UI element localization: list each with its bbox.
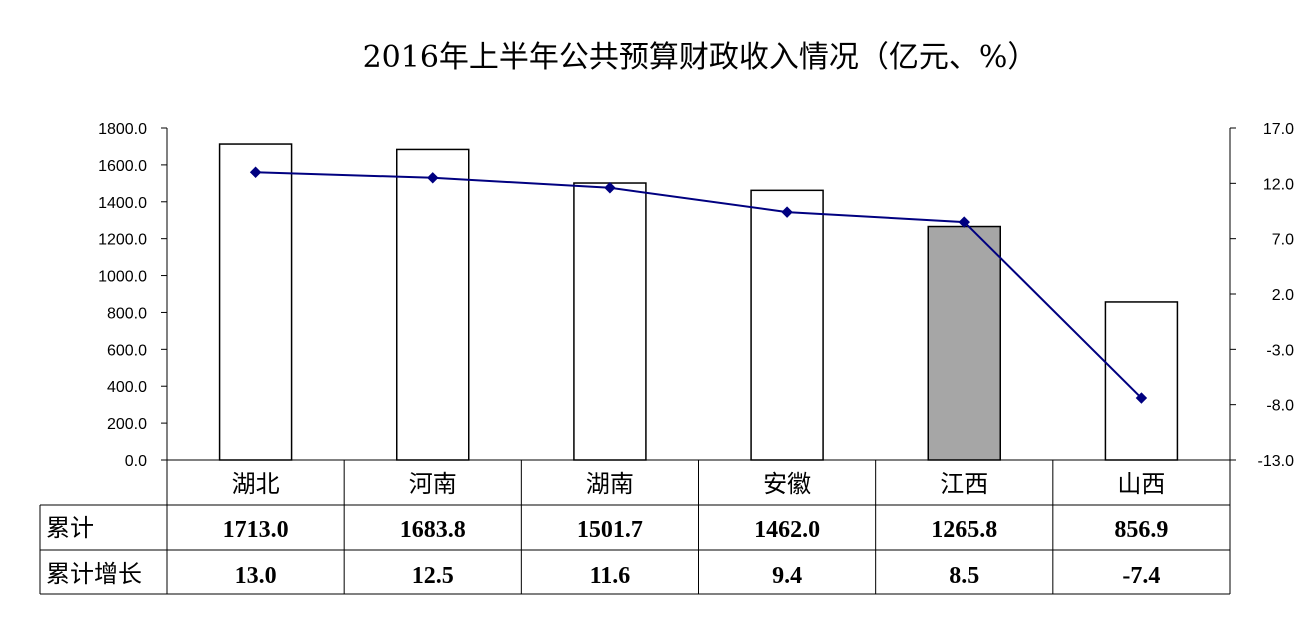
growth-value-3: 9.4 <box>772 563 802 589</box>
category-label-4: 江西 <box>940 470 988 498</box>
bar-4 <box>927 225 1001 461</box>
left-tick-label-6: 1200.0 <box>98 232 147 249</box>
bars-layer <box>218 143 1179 461</box>
growth-point-1 <box>427 172 439 184</box>
left-tick-label-9: 1800.0 <box>98 121 147 138</box>
left-tick-label-3: 600.0 <box>107 342 147 359</box>
axes-layer: 0.0 200.0 400.0 600.0 800.0 1000.0 1200.0 1400.… <box>98 121 1294 470</box>
growth-point-0 <box>249 166 262 178</box>
bar-2 <box>573 182 647 461</box>
category-label-2: 湖南 <box>586 470 634 498</box>
category-label-5: 山西 <box>1117 470 1165 498</box>
left-tick-label-5: 1000.0 <box>98 269 147 286</box>
left-tick-label-1: 200.0 <box>107 416 147 433</box>
left-tick-label-0: 0.0 <box>125 453 147 470</box>
growth-point-3 <box>781 206 793 218</box>
bar-5 <box>1104 301 1179 461</box>
right-tick-label-4: 7.0 <box>1272 232 1294 249</box>
cumulative-value-3: 1462.0 <box>754 517 820 543</box>
category-label-1: 河南 <box>409 470 457 498</box>
bar-1 <box>396 148 470 461</box>
chart-title: 2016年上半年公共预算财政收入情况（亿元、%） <box>363 40 1038 75</box>
row-label-cumulative: 累计 <box>46 514 94 542</box>
growth-value-2: 11.6 <box>590 563 631 589</box>
growth-point-2 <box>604 182 616 194</box>
row-label-growth: 累计增长 <box>46 560 142 588</box>
right-tick-label-2: -3.0 <box>1266 342 1294 359</box>
right-tick-label-5: 12.0 <box>1263 176 1294 193</box>
cumulative-value-1: 1683.8 <box>400 517 466 543</box>
left-tick-label-8: 1600.0 <box>98 158 147 175</box>
cumulative-value-0: 1713.0 <box>223 517 289 543</box>
left-tick-label-2: 400.0 <box>107 379 147 396</box>
cumulative-value-5: 856.9 <box>1114 517 1168 543</box>
left-tick-label-4: 800.0 <box>107 305 147 322</box>
right-tick-label-6: 17.0 <box>1263 121 1294 138</box>
growth-point-5 <box>1135 392 1148 404</box>
right-tick-label-0: -13.0 <box>1258 453 1295 470</box>
growth-value-5: -7.4 <box>1122 563 1160 589</box>
growth-value-0: 13.0 <box>235 563 277 589</box>
category-label-3: 安徽 <box>763 470 811 498</box>
line-layer <box>249 166 1148 404</box>
growth-line <box>255 171 1143 399</box>
growth-value-4: 8.5 <box>949 563 979 589</box>
bar-3 <box>750 189 824 461</box>
cumulative-value-4: 1265.8 <box>931 517 997 543</box>
bar-0 <box>218 143 293 461</box>
cumulative-value-2: 1501.7 <box>577 517 643 543</box>
right-tick-label-1: -8.0 <box>1266 398 1294 415</box>
growth-value-1: 12.5 <box>412 563 454 589</box>
category-label-0: 湖北 <box>232 470 280 498</box>
left-tick-label-7: 1400.0 <box>98 195 147 212</box>
right-tick-label-3: 2.0 <box>1272 287 1294 304</box>
growth-point-4 <box>958 216 970 228</box>
